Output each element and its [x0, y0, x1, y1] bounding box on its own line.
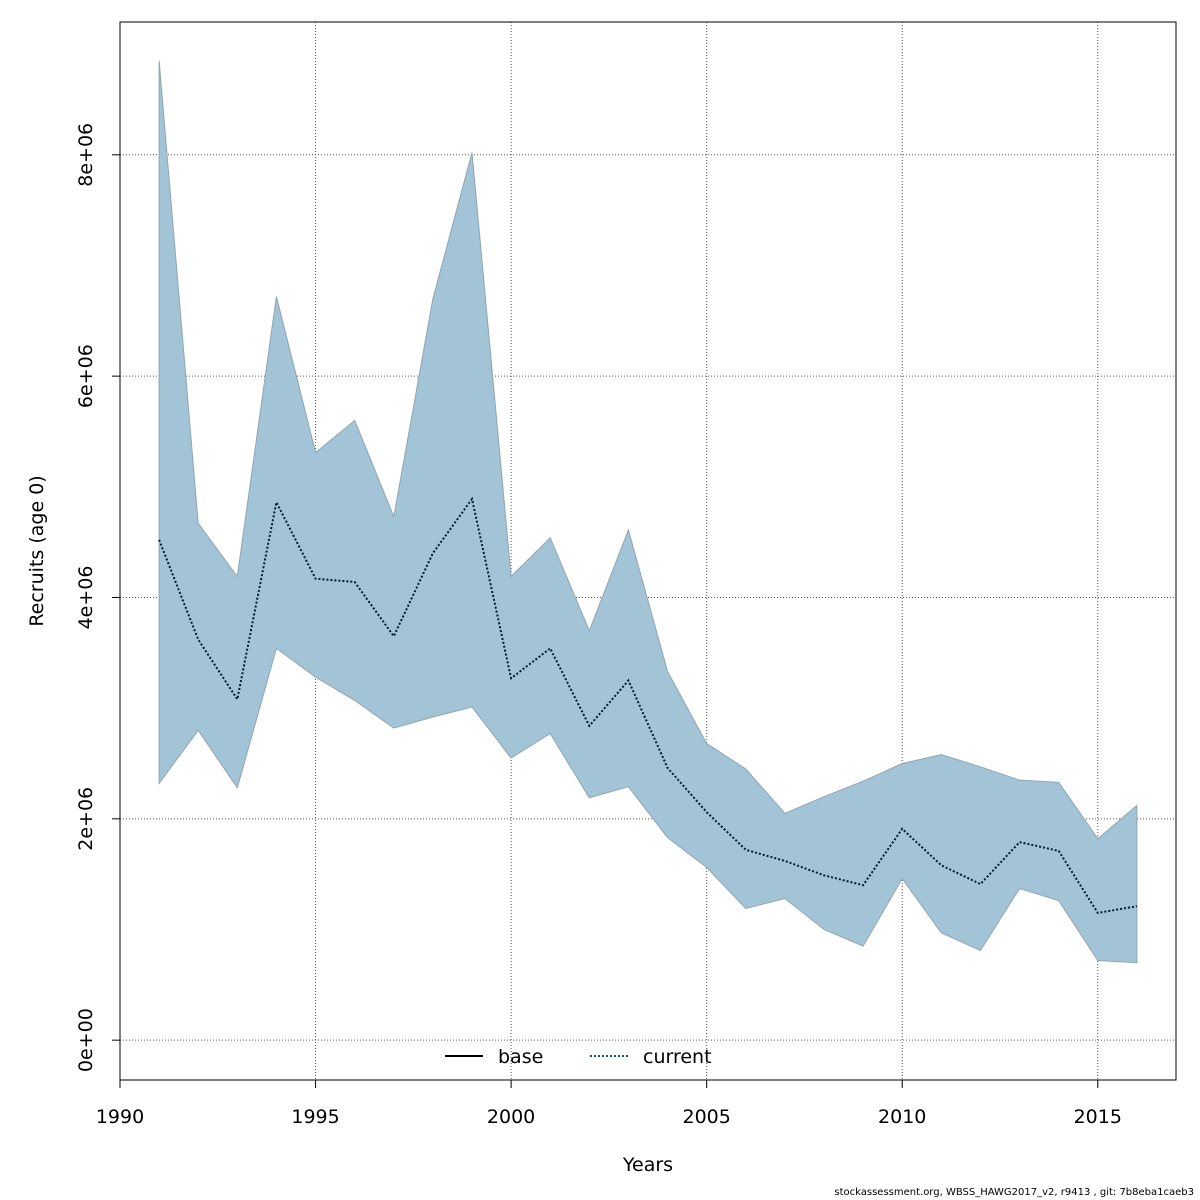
x-tick-label: 2005 [682, 1106, 730, 1128]
y-tick-label: 0e+00 [75, 1008, 97, 1072]
x-tick-label: 1990 [96, 1106, 144, 1128]
legend: base current [445, 1046, 712, 1068]
y-tick-label: 2e+06 [75, 787, 97, 851]
y-axis-label: Recruits (age 0) [26, 475, 48, 626]
confidence-band [158, 60, 1138, 964]
legend-label-current: current [643, 1046, 712, 1068]
series-line-current [158, 496, 1138, 914]
x-axis-label: Years [622, 1154, 673, 1176]
x-tick-label: 2000 [487, 1106, 535, 1128]
x-axis: 1990 1995 2000 2005 2010 2015 [96, 1079, 1122, 1128]
footer-note: stockassessment.org, WBSS_HAWG2017_v2, r… [834, 1187, 1194, 1198]
x-tick-label: 2015 [1074, 1106, 1122, 1128]
y-axis: 0e+00 2e+06 4e+06 6e+06 8e+06 [75, 123, 121, 1072]
legend-label-base: base [498, 1046, 543, 1068]
x-tick-label: 2010 [878, 1106, 926, 1128]
y-tick-label: 6e+06 [75, 344, 97, 408]
y-tick-label: 8e+06 [75, 123, 97, 187]
y-tick-label: 4e+06 [75, 566, 97, 630]
x-tick-label: 1995 [291, 1106, 339, 1128]
